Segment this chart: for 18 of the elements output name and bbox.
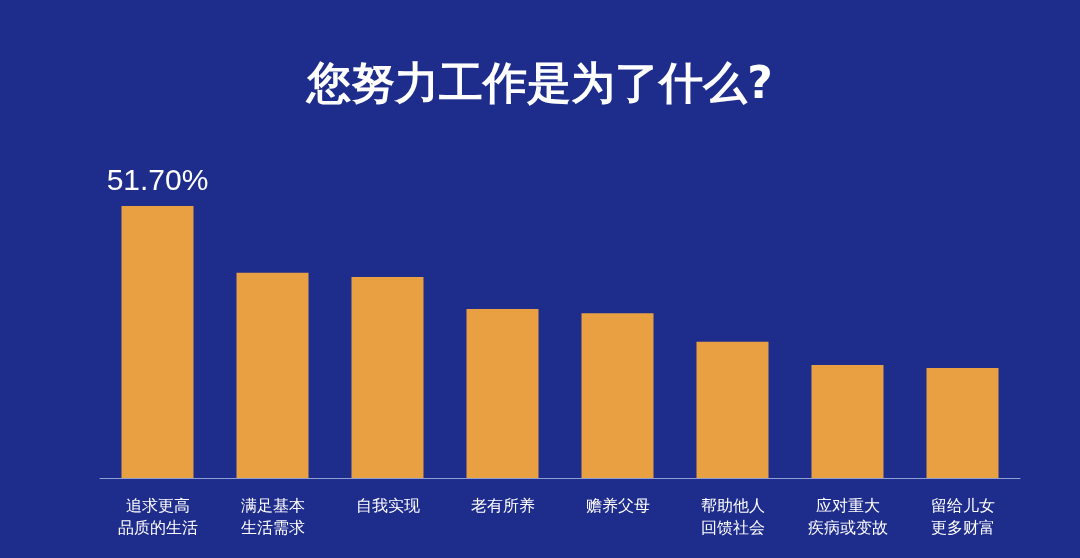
x-tick-label: 赡养父母 bbox=[585, 495, 650, 515]
bar bbox=[926, 368, 999, 478]
x-tick-label: 留给儿女更多财富 bbox=[930, 495, 995, 537]
bar bbox=[351, 277, 424, 478]
bar bbox=[121, 206, 194, 478]
bar bbox=[581, 313, 654, 478]
x-tick-label: 满足基本生活需求 bbox=[240, 495, 305, 537]
bar bbox=[696, 341, 769, 478]
x-tick-label: 帮助他人回馈社会 bbox=[700, 495, 765, 537]
chart-title: 您努力工作是为了什么? bbox=[305, 56, 773, 108]
bar bbox=[466, 309, 539, 478]
x-tick-label: 应对重大疾病或变故 bbox=[807, 495, 888, 537]
bar bbox=[811, 364, 884, 478]
x-tick-label: 老有所养 bbox=[470, 495, 535, 515]
x-tick-label: 自我实现 bbox=[355, 495, 420, 515]
x-tick-label: 追求更高品质的生活 bbox=[117, 495, 198, 537]
data-label: 51.70% bbox=[106, 162, 209, 196]
bar bbox=[236, 272, 309, 478]
